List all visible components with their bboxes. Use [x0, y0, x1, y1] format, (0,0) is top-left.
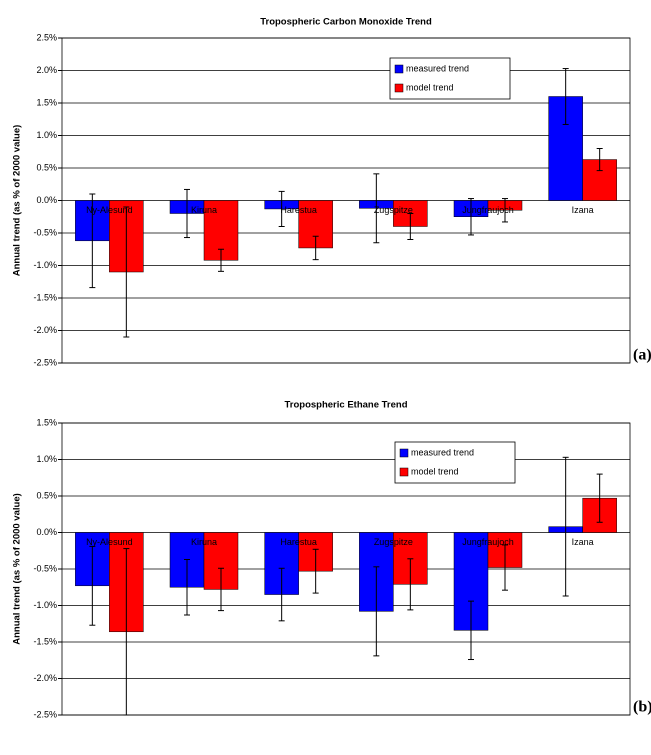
- y-tick-label: -2.0%: [33, 673, 57, 683]
- y-tick-label: 1.0%: [36, 454, 57, 464]
- error-bar: [278, 567, 285, 622]
- y-tick-label: -0.5%: [33, 563, 57, 573]
- error-bar: [312, 548, 319, 594]
- x-tick-label: Ny-Alesund: [86, 205, 133, 215]
- legend-swatch: [399, 448, 409, 458]
- x-tick-label: Izana: [572, 205, 594, 215]
- legend-swatch: [394, 83, 404, 93]
- error-bar: [502, 544, 508, 591]
- bar: [264, 532, 299, 595]
- error-bar: [184, 559, 190, 616]
- y-tick-label: -2.5%: [33, 709, 57, 719]
- y-tick-label: 2.5%: [36, 32, 57, 42]
- legend-label: model trend: [406, 82, 454, 92]
- y-tick-label: 1.5%: [36, 97, 57, 107]
- x-tick-label: Izana: [572, 537, 594, 547]
- y-tick-label: -1.5%: [33, 636, 57, 646]
- x-tick-label: Harestua: [280, 205, 317, 215]
- legend-swatch: [394, 64, 404, 74]
- x-tick-label: Kiruna: [191, 537, 217, 547]
- legend-box: [389, 57, 511, 100]
- y-tick-label: 0.0%: [36, 527, 57, 537]
- y-tick-label: 2.0%: [36, 65, 57, 75]
- y-tick-label: -0.5%: [33, 227, 57, 237]
- y-tick-label: -1.5%: [33, 292, 57, 302]
- error-bar: [373, 566, 380, 657]
- legend-label: model trend: [411, 466, 459, 476]
- y-tick-label: 0.5%: [36, 490, 57, 500]
- error-bar: [218, 248, 224, 272]
- error-bar: [502, 198, 508, 223]
- x-tick-label: Harestua: [280, 537, 317, 547]
- y-tick-label: 0.0%: [36, 195, 57, 205]
- y-tick-label: -2.0%: [33, 325, 57, 335]
- panel-label: (a): [633, 347, 651, 364]
- x-tick-label: Jungfraujoch: [462, 537, 514, 547]
- legend-box: [394, 441, 516, 484]
- legend-swatch: [399, 467, 409, 477]
- error-bar: [407, 213, 414, 240]
- x-tick-label: Zugspitze: [374, 205, 413, 215]
- y-axis-label: Annual trend (as % of 2000 value): [12, 493, 23, 645]
- error-bar: [123, 206, 130, 338]
- error-bar: [89, 193, 96, 289]
- error-bar: [596, 148, 603, 172]
- plot-frame: [61, 37, 631, 364]
- error-bar: [596, 473, 603, 523]
- error-bar: [468, 198, 474, 236]
- x-tick-label: Ny-Alesund: [86, 537, 133, 547]
- legend-label: measured trend: [406, 63, 469, 73]
- error-bar: [562, 68, 569, 125]
- error-bar: [373, 173, 380, 244]
- y-tick-label: 1.5%: [36, 417, 57, 427]
- y-tick-label: -1.0%: [33, 260, 57, 270]
- error-bar: [562, 456, 569, 597]
- error-bar: [278, 190, 285, 227]
- error-bar: [89, 545, 96, 626]
- plot-frame: [61, 422, 631, 716]
- error-bar: [407, 558, 414, 611]
- x-tick-label: Kiruna: [191, 205, 217, 215]
- x-tick-label: Jungfraujoch: [462, 205, 514, 215]
- chart-title: Tropospheric Ethane Trend: [285, 400, 408, 411]
- chart-title: Tropospheric Carbon Monoxide Trend: [260, 17, 432, 28]
- legend-label: measured trend: [411, 447, 474, 457]
- y-tick-label: 1.0%: [36, 130, 57, 140]
- y-axis-label: Annual trend (as % of 2000 value): [12, 125, 23, 277]
- error-bar: [468, 600, 474, 661]
- error-bar: [123, 548, 130, 716]
- y-tick-label: 0.5%: [36, 162, 57, 172]
- y-tick-label: -2.5%: [33, 357, 57, 367]
- y-tick-label: -1.0%: [33, 600, 57, 610]
- error-bar: [312, 235, 319, 261]
- error-bar: [184, 188, 190, 239]
- panel-label: (b): [633, 699, 651, 716]
- error-bar: [218, 567, 224, 612]
- x-tick-label: Zugspitze: [374, 537, 413, 547]
